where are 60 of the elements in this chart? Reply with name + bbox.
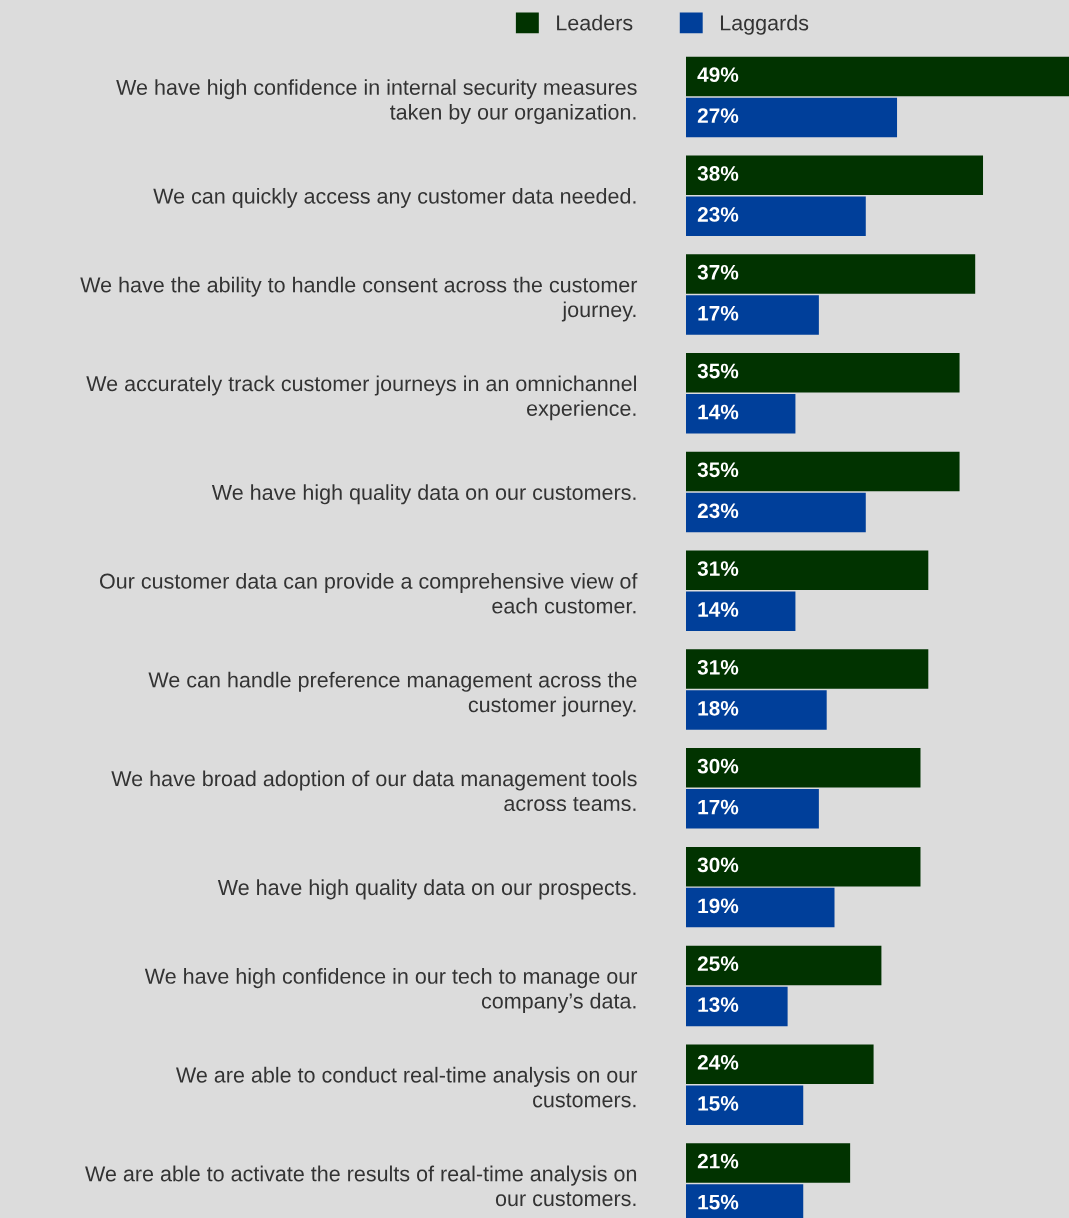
bar <box>686 591 796 632</box>
y-tick-label: We are able to conduct real-time analysis on our customers. <box>176 1066 638 1108</box>
y-tick-label: Our customer data can provide a comprehensive view of each customer. <box>99 572 638 614</box>
data-label: 31% <box>697 561 739 576</box>
bar <box>686 97 898 138</box>
data-label: 23% <box>697 207 739 222</box>
data-label: 38% <box>697 166 739 181</box>
data-label: 31% <box>697 659 739 675</box>
bar <box>686 254 976 294</box>
data-label: 25% <box>697 956 739 971</box>
bar <box>686 1085 804 1125</box>
data-label: 49% <box>697 67 739 83</box>
data-label: 27% <box>697 108 739 124</box>
bar <box>686 155 984 195</box>
data-label: 17% <box>698 799 739 815</box>
bar <box>686 945 882 986</box>
bar <box>686 353 960 393</box>
bar <box>686 789 819 829</box>
y-tick-label: We have high quality data on our prospects. <box>217 879 636 900</box>
data-label: 35% <box>697 363 739 379</box>
y-tick-label: We have high confidence in internal security measures taken by our organization. <box>116 79 637 124</box>
y-tick-label: We have broad adoption of our data management tools across teams. <box>111 770 637 812</box>
data-label: 23% <box>697 503 739 519</box>
data-label: 37% <box>697 264 739 280</box>
bar <box>686 649 929 689</box>
bar <box>686 1044 874 1084</box>
legend-label: Laggards <box>720 14 809 35</box>
data-label: 21% <box>697 1153 739 1169</box>
legend-label: Leaders <box>557 14 633 31</box>
bar <box>686 196 866 236</box>
bar <box>686 887 835 928</box>
bar <box>686 56 1069 97</box>
bar <box>686 986 788 1027</box>
y-tick-label: We can handle preference management across the customer journey. <box>148 671 637 717</box>
data-label: 18% <box>698 700 739 716</box>
bar <box>686 451 960 492</box>
y-tick-label: We have the ability to handle consent across the customer journey. <box>80 276 638 322</box>
data-label: 19% <box>698 898 739 914</box>
data-label: 14% <box>698 602 739 617</box>
y-tick-label: We are able to activate the results of real-time analysis on our customers. <box>85 1165 637 1207</box>
data-label: 35% <box>697 462 739 478</box>
bar <box>686 394 796 434</box>
bar <box>686 690 827 730</box>
data-label: 13% <box>698 997 739 1013</box>
data-label: 15% <box>698 1096 739 1111</box>
y-tick-label: We can quickly access any customer data needed. <box>153 187 636 209</box>
bar <box>686 492 866 533</box>
data-label: 14% <box>698 404 739 420</box>
bar <box>686 748 921 788</box>
bar <box>686 550 929 591</box>
bar <box>686 295 819 335</box>
y-tick-label: We accurately track customer journeys in an omnichannel experience. <box>86 375 636 421</box>
y-tick-label: We have high quality data on our customers. <box>211 484 636 505</box>
bar <box>686 846 921 887</box>
data-label: 30% <box>697 758 739 774</box>
data-label: 17% <box>698 305 739 321</box>
data-label: 24% <box>697 1055 739 1070</box>
data-label: 15% <box>698 1194 739 1210</box>
y-tick-label: We have high confidence in our tech to manage our company’s data. <box>144 968 638 1013</box>
data-label: 30% <box>697 857 739 873</box>
